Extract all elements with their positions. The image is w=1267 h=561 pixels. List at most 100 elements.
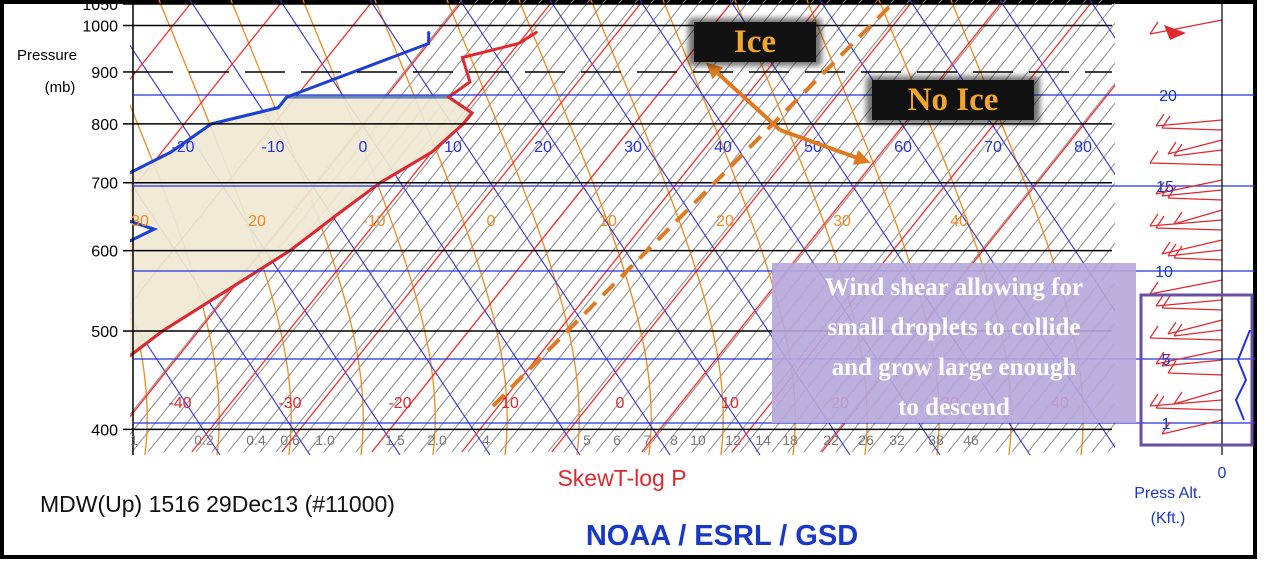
dewpoint-point xyxy=(169,151,172,154)
wind-barb-flag xyxy=(1173,211,1183,225)
wind-barb xyxy=(1161,359,1223,367)
wind-barb xyxy=(1149,337,1223,341)
mixing-ratio-label: 26 xyxy=(858,432,874,448)
upper-temperature-labels: -20 -10 0 10 20 30 40 50 60 70 80 xyxy=(171,139,1092,156)
dry-adiabat-line xyxy=(999,0,1115,176)
mixing-ratio-label: 38 xyxy=(928,432,944,448)
mixing-ratio-label: 2.0 xyxy=(427,432,447,448)
no-ice-callout: No Ice xyxy=(866,76,1040,124)
mixing-ratio-label: 6 xyxy=(613,432,621,448)
mixing-ratio-label: 14 xyxy=(755,432,771,448)
wind-barb xyxy=(1161,307,1223,311)
mixing-ratio-line xyxy=(147,0,511,453)
temperature-label: 30 xyxy=(833,213,851,230)
dewpoint-point xyxy=(277,106,280,109)
temperature-point xyxy=(535,30,538,34)
isotherms xyxy=(130,3,1115,453)
mixing-ratio-label: 4 xyxy=(482,432,490,448)
temperature-label: -30 xyxy=(278,395,301,412)
wind-barb xyxy=(1173,389,1223,405)
altitude-tick-label: 1 xyxy=(1162,416,1171,433)
altitude-axis-label-line1: Press Alt. xyxy=(1134,485,1202,502)
altitude-tick-label: 15 xyxy=(1156,179,1174,196)
wind-barb xyxy=(1149,279,1223,295)
wind-barb-flag xyxy=(1173,143,1183,157)
dry-adiabat-line xyxy=(130,317,221,455)
temperature-point xyxy=(430,151,433,154)
mixing-ratio-line xyxy=(307,0,671,453)
dry-adiabat-line xyxy=(909,0,1115,312)
wind-barb-flag xyxy=(1149,325,1159,339)
temperature-label: 60 xyxy=(894,139,912,156)
mixing-ratio-label: 8 xyxy=(670,432,678,448)
mixing-ratio-line xyxy=(451,0,815,453)
moist-adiabat-line xyxy=(374,0,508,455)
wind-barb-flag xyxy=(1149,393,1159,407)
wind-barb-flag xyxy=(1161,353,1171,367)
wind-barb xyxy=(1155,299,1223,307)
ice-boundary-annotation xyxy=(491,4,892,408)
wind-barb xyxy=(1155,179,1223,195)
mixing-ratio-label: 0.2 xyxy=(194,432,214,448)
wind-barb-flag xyxy=(1161,295,1171,309)
mixing-ratio-line xyxy=(419,0,783,453)
wind-barb xyxy=(1149,162,1223,166)
wind-barb-flag xyxy=(1173,245,1183,259)
y-axis-label-line1: Pressure xyxy=(17,47,77,64)
temperature-label: 40 xyxy=(714,139,732,156)
wind-barb-flag xyxy=(1161,183,1171,197)
dry-adiabat-line xyxy=(279,0,581,455)
mixing-ratio-line xyxy=(707,0,1071,453)
dewpoint-point xyxy=(285,95,288,99)
wind-barb-flag xyxy=(1155,113,1165,127)
temperature-label: 20 xyxy=(716,213,734,230)
wind-barb-flag xyxy=(1149,150,1159,164)
altitude-tick-label: 10 xyxy=(1155,264,1173,281)
ice-direction-arrow xyxy=(706,62,782,132)
wind-barb-flag xyxy=(1149,213,1159,227)
mixing-ratio-line xyxy=(179,0,543,453)
wind-barb xyxy=(1161,419,1223,435)
temperature-label: 70 xyxy=(984,139,1002,156)
isotherm-line xyxy=(130,3,191,81)
wind-barb xyxy=(1149,19,1223,35)
mixing-ratio-label: 1.0 xyxy=(315,432,335,448)
temperature-label: 10 xyxy=(721,395,739,412)
mixing-ratio-line xyxy=(195,0,559,453)
mixing-ratio-labels: 1 0.2 0.4 0.6 1.0 1.5 2.0 4 5 6 7 8 10 12 14 18 22 26 32 38… xyxy=(130,432,979,448)
wind-shear-line-4: to descend xyxy=(898,394,1010,421)
temperature-label: 30 xyxy=(624,139,642,156)
mixing-ratio-label: 18 xyxy=(782,432,798,448)
wind-shear-highlight-box xyxy=(1139,293,1254,447)
mixing-ratio-line xyxy=(483,0,847,453)
mixing-ratio-label: 0.4 xyxy=(246,432,266,448)
temperature-label: 0 xyxy=(487,213,496,230)
wind-barb xyxy=(1149,399,1223,407)
pressure-tick-label: 1000 xyxy=(82,19,118,36)
wind-barb xyxy=(1173,209,1223,225)
altitude-tick-label: 20 xyxy=(1159,88,1177,105)
mixing-ratio-line xyxy=(611,0,975,453)
wind-barb xyxy=(1155,227,1223,231)
wind-barb xyxy=(1161,239,1223,255)
ice-callout: Ice xyxy=(688,18,822,66)
wind-barb-flag xyxy=(1173,391,1183,405)
wind-shear-line-3: and grow large enough xyxy=(832,354,1077,381)
moist-adiabat-line xyxy=(230,0,364,455)
wind-barb xyxy=(1155,407,1223,411)
mixing-ratio-line xyxy=(563,0,927,453)
mixing-ratio-line xyxy=(531,0,895,453)
wind-barb-flag xyxy=(1149,21,1159,35)
dewpoint-point xyxy=(427,42,430,45)
temperature-label: 80 xyxy=(1074,139,1092,156)
isotherm-line xyxy=(371,3,731,453)
altitude-tick-label: 5 xyxy=(1162,352,1171,369)
dry-adiabat-line xyxy=(459,0,761,455)
moist-adiabat-line xyxy=(518,0,652,455)
temperature-point xyxy=(468,80,472,84)
wind-shear-line-1: Wind shear allowing for xyxy=(825,274,1083,301)
temperature-label: -10 xyxy=(362,213,385,230)
wind-barb xyxy=(1161,127,1223,131)
